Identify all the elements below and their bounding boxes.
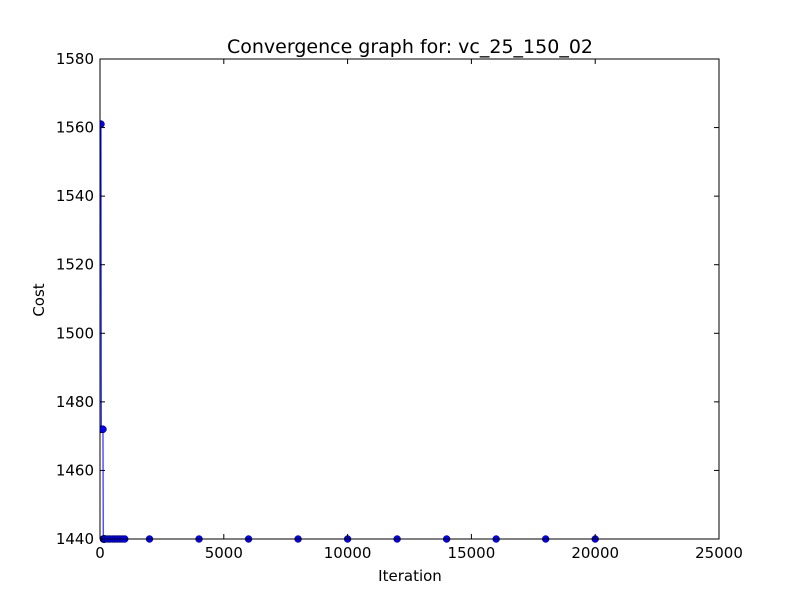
y-axis-label: Cost	[30, 283, 48, 316]
y-tick-label: 1520	[56, 256, 94, 274]
y-tick-label: 1460	[56, 461, 94, 479]
y-tick-label: 1500	[56, 324, 94, 342]
x-axis-label: Iteration	[378, 567, 442, 585]
y-tick-label: 1440	[56, 530, 94, 548]
data-point	[100, 425, 107, 433]
y-tick-label: 1480	[56, 393, 94, 411]
x-tick-label: 25000	[695, 544, 743, 562]
x-tick-label: 5000	[205, 544, 243, 562]
axes: 0 5000 10000 15000 20000 25000 1440 1460 1480 150…	[56, 50, 743, 562]
y-tick-label: 1560	[56, 119, 94, 137]
x-tick-label: 10000	[324, 544, 372, 562]
chart-title: Convergence graph for: vc_25_150_02	[227, 36, 593, 58]
axes-frame	[99, 58, 720, 540]
x-tick-label: 20000	[571, 544, 619, 562]
x-tick-label: 15000	[448, 544, 496, 562]
y-tick-label: 1580	[56, 50, 94, 68]
x-tick-label: 0	[95, 544, 105, 562]
y-tick-label: 1540	[56, 187, 94, 205]
